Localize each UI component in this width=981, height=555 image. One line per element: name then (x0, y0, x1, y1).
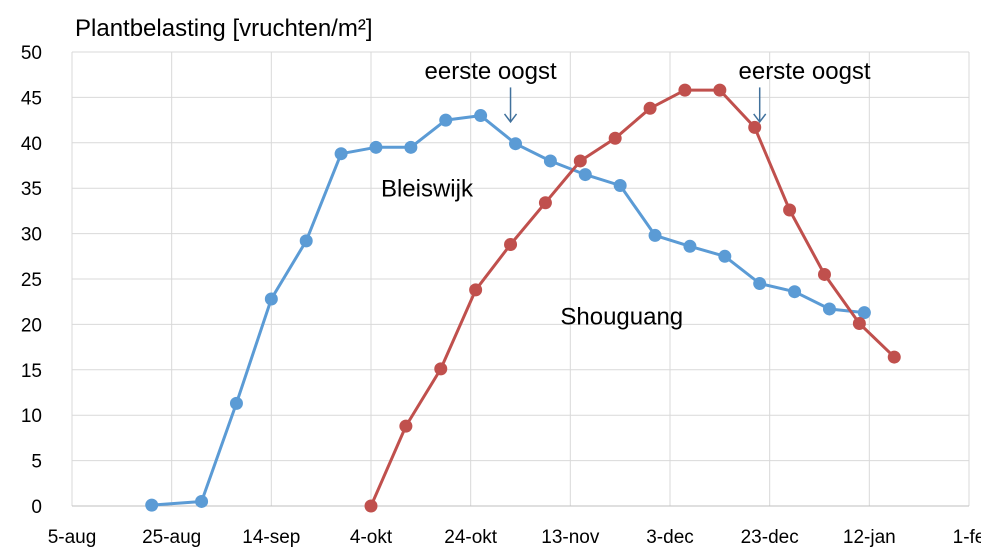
x-tick-label: 5-aug (48, 527, 97, 548)
bleiswijk-point (857, 306, 871, 320)
y-tick-label: 25 (21, 270, 42, 291)
series-label: Shouguang (560, 303, 683, 330)
bleiswijk-point (474, 109, 488, 123)
x-tick-label: 24-okt (444, 527, 498, 548)
series-labels: Bleiswijk Shouguang (381, 175, 683, 330)
bleiswijk-point (404, 140, 418, 154)
shouguang-point (434, 362, 448, 376)
bleiswijk-point (145, 498, 159, 512)
bleiswijk-point (683, 239, 697, 253)
shouguang-point (469, 283, 483, 297)
series-label: Bleiswijk (381, 175, 474, 202)
shouguang-point (504, 237, 518, 251)
shouguang-point (643, 101, 657, 115)
x-axis-ticks: 5-aug 25-aug 14-sep 4-okt 24-okt 13-nov 3-dec 2… (48, 527, 981, 548)
shouguang-point (783, 203, 797, 217)
shouguang-point (817, 267, 831, 281)
bleiswijk-point (229, 396, 243, 410)
x-tick-label: 14-sep (242, 527, 300, 548)
x-tick-label: 4-okt (350, 527, 393, 548)
y-tick-label: 50 (21, 43, 42, 64)
bleiswijk-point (788, 285, 802, 299)
chart-title: Plantbelasting [vruchten/m²] (75, 15, 372, 42)
annotation-label: eerste oogst (425, 58, 557, 85)
bleiswijk-point (543, 154, 557, 168)
y-tick-label: 15 (21, 361, 42, 382)
bleiswijk-point (648, 228, 662, 242)
shouguang-point (748, 120, 762, 134)
bleiswijk-point (613, 178, 627, 192)
y-tick-label: 20 (21, 315, 42, 336)
x-tick-label: 12-jan (843, 527, 896, 548)
bleiswijk-point (299, 234, 313, 248)
x-tick-label: 23-dec (741, 527, 799, 548)
shouguang-point (678, 83, 692, 97)
y-tick-label: 10 (21, 406, 42, 427)
shouguang-point (713, 83, 727, 97)
y-tick-label: 5 (31, 452, 42, 473)
y-tick-label: 35 (21, 179, 42, 200)
bleiswijk-point (753, 277, 767, 291)
annotation-label: eerste oogst (739, 58, 871, 85)
bleiswijk-point (195, 494, 209, 508)
annotation-arrow-head (753, 113, 767, 124)
y-axis-ticks: 0 5 10 15 20 25 30 35 40 45 50 (21, 43, 42, 518)
shouguang-point (538, 196, 552, 210)
bleiswijk-point (822, 302, 836, 316)
shouguang-point (399, 419, 413, 433)
y-tick-label: 45 (21, 88, 42, 109)
shouguang-point (608, 131, 622, 145)
bleiswijk-line (150, 114, 866, 507)
shouguang-point (573, 154, 587, 168)
x-tick-label: 1-fe (953, 527, 981, 548)
shouguang-point (364, 499, 378, 513)
shouguang-point (852, 316, 866, 330)
y-tick-label: 40 (21, 134, 42, 155)
x-tick-label: 25-aug (142, 527, 201, 548)
y-tick-label: 0 (31, 497, 42, 518)
bleiswijk-point (509, 137, 523, 151)
annotation-arrow-head (503, 113, 518, 124)
bleiswijk-point (264, 292, 278, 306)
bleiswijk-point (718, 249, 732, 263)
grid-lines (71, 51, 970, 507)
shouguang-line (369, 88, 896, 508)
series-lines (145, 83, 901, 513)
bleiswijk-point (334, 147, 348, 161)
bleiswijk-point (578, 168, 592, 182)
bleiswijk-point (369, 140, 383, 154)
shouguang-point (887, 350, 901, 364)
y-tick-label: 30 (21, 225, 42, 246)
x-tick-label: 3-dec (646, 527, 694, 548)
x-tick-label: 13-nov (541, 527, 600, 548)
annotations: eerste oogst eerste oogst (425, 58, 871, 124)
bleiswijk-point (439, 113, 453, 127)
